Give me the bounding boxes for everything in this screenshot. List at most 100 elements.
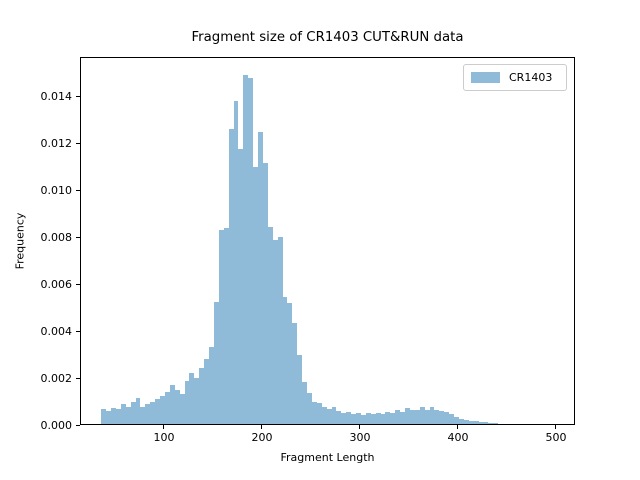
histogram-bar — [233, 100, 239, 425]
histogram-bar — [101, 409, 107, 425]
y-tick-label: 0.010 — [40, 183, 73, 197]
histogram-bar — [302, 382, 308, 425]
legend: CR1403 — [463, 64, 567, 91]
histogram-bar — [434, 410, 440, 425]
chart-title: Fragment size of CR1403 CUT&RUN data — [191, 30, 464, 45]
histogram-bar — [375, 413, 381, 425]
histogram-bar — [336, 411, 342, 425]
histogram-bar — [125, 406, 131, 425]
histogram-bar — [395, 410, 401, 425]
histogram-bar — [321, 407, 327, 425]
y-tick-mark — [76, 377, 80, 379]
histogram-bar — [449, 413, 455, 425]
x-tick-mark — [555, 425, 557, 429]
y-tick-label: 0.012 — [40, 136, 73, 150]
histogram-bar — [189, 373, 195, 425]
y-tick-mark — [76, 142, 80, 144]
histogram-bar — [238, 149, 244, 425]
histogram-bar — [169, 385, 175, 425]
x-tick-label: 300 — [349, 431, 371, 444]
histogram-bar — [365, 413, 371, 425]
histogram-bar — [409, 409, 415, 425]
y-tick-mark — [76, 330, 80, 332]
histogram-bar — [488, 422, 494, 425]
y-tick-label: 0.008 — [40, 230, 73, 244]
x-tick-label: 200 — [251, 431, 273, 444]
histogram-bar — [164, 392, 170, 425]
histogram-bar — [184, 380, 190, 425]
histogram-bar — [444, 412, 450, 425]
histogram-bar — [400, 412, 406, 425]
histogram-bar — [267, 226, 273, 425]
histogram-bar — [243, 75, 249, 425]
x-tick-label: 100 — [153, 431, 175, 444]
histogram-bar — [429, 407, 435, 425]
histogram-bar — [115, 409, 121, 425]
histogram-bar — [468, 421, 474, 425]
histogram-bar — [194, 378, 200, 425]
y-tick-mark — [76, 424, 80, 426]
histogram-bar — [316, 403, 322, 425]
histogram-bar — [331, 407, 337, 425]
histogram-bar — [140, 407, 146, 425]
histogram-bar — [174, 389, 180, 425]
y-tick-label: 0.014 — [40, 89, 73, 103]
histogram-bar — [120, 403, 126, 425]
histogram-bar — [478, 422, 484, 425]
histogram-bar — [204, 358, 210, 425]
histogram-bar — [248, 77, 254, 425]
histogram-bar — [253, 166, 259, 425]
y-tick-label: 0.000 — [40, 418, 73, 432]
x-tick-mark — [457, 425, 459, 429]
histogram-bar — [483, 422, 489, 425]
histogram-bar — [223, 228, 229, 425]
histogram-bar — [258, 131, 263, 425]
histogram-bar — [346, 411, 352, 425]
histogram-bar — [311, 402, 317, 425]
histogram-bar — [145, 403, 151, 425]
histogram-bar — [262, 163, 268, 425]
histogram-bar — [351, 414, 357, 425]
x-tick-mark — [359, 425, 361, 429]
histogram-bar — [390, 413, 396, 425]
histogram-bar — [307, 392, 312, 425]
x-tick-mark — [261, 425, 263, 429]
histogram-bar — [297, 354, 303, 425]
histogram-bar — [356, 413, 361, 425]
histogram-bar — [439, 411, 445, 425]
histogram-bar — [414, 409, 420, 425]
histogram-bar — [380, 413, 386, 425]
histogram-bar — [199, 367, 205, 425]
histogram-bar — [272, 240, 278, 425]
histogram-bar — [424, 409, 430, 425]
histogram-bar — [155, 399, 161, 425]
y-tick-mark — [76, 236, 80, 238]
histogram-bar — [360, 415, 366, 425]
histogram-bar — [405, 408, 410, 425]
histogram-bar — [111, 407, 116, 425]
y-tick-mark — [76, 283, 80, 285]
histogram-bar — [228, 129, 234, 425]
histogram-bar — [179, 394, 185, 425]
histogram-bar — [326, 409, 332, 425]
histogram-bar — [292, 322, 298, 425]
histogram-bar — [458, 419, 464, 425]
histogram-bar — [454, 416, 459, 425]
histogram-bar — [150, 401, 156, 425]
histogram-bar — [282, 296, 288, 425]
histogram-bar — [160, 396, 165, 425]
y-tick-label: 0.004 — [40, 324, 73, 338]
legend-swatch-icon — [471, 72, 500, 83]
histogram-bar — [106, 410, 112, 425]
plot-area — [80, 57, 575, 425]
y-tick-mark — [76, 95, 80, 97]
histogram-bar — [463, 420, 469, 425]
histogram-bar — [419, 407, 425, 425]
legend-label: CR1403 — [509, 71, 553, 84]
histogram-bar — [213, 302, 219, 425]
histogram-bar — [473, 421, 479, 425]
histogram-bar — [130, 401, 136, 425]
histogram-bar — [218, 229, 224, 425]
